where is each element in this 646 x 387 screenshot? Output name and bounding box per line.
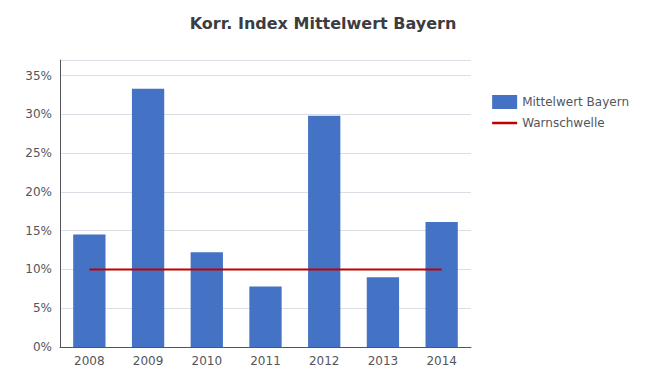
svg-text:35%: 35% — [25, 69, 52, 83]
svg-text:25%: 25% — [25, 146, 52, 160]
svg-text:30%: 30% — [25, 107, 52, 121]
svg-text:10%: 10% — [25, 262, 52, 276]
svg-text:2011: 2011 — [250, 354, 281, 368]
svg-text:2008: 2008 — [74, 354, 105, 368]
svg-text:15%: 15% — [25, 224, 52, 238]
svg-text:0%: 0% — [33, 340, 52, 354]
svg-text:Korr. Index Mittelwert Bayern: Korr. Index Mittelwert Bayern — [190, 14, 457, 33]
svg-text:5%: 5% — [33, 301, 52, 315]
svg-text:2012: 2012 — [309, 354, 340, 368]
svg-text:2013: 2013 — [368, 354, 399, 368]
svg-text:2010: 2010 — [192, 354, 223, 368]
svg-text:Mittelwert Bayern: Mittelwert Bayern — [522, 95, 629, 109]
svg-text:2014: 2014 — [426, 354, 457, 368]
svg-text:Warnschwelle: Warnschwelle — [522, 116, 604, 130]
svg-text:20%: 20% — [25, 185, 52, 199]
svg-text:2009: 2009 — [133, 354, 164, 368]
